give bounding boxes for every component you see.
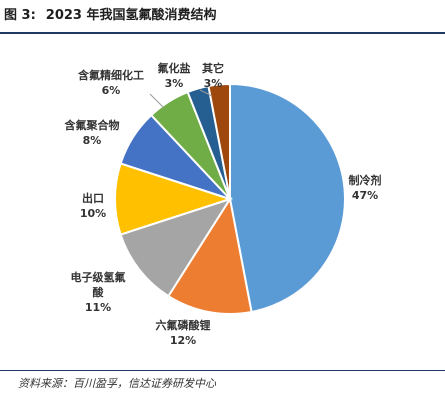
slice-labels: 制冷剂 47% 六氟磷酸锂 12% 电子级氢氟酸 11% 出口 10% 含氟聚合物 8% 含氟精细化… [64, 61, 382, 347]
pie-slice [229, 82, 346, 314]
pie-slice [207, 82, 231, 200]
slice-percent: 8% [83, 134, 102, 147]
slice-label: 含氟精细化工 6% [77, 68, 144, 97]
source-note: 资料来源：百川盈孚，信达证券研发中心 [18, 377, 216, 390]
slice-percent: 3% [165, 77, 184, 90]
slice-percent: 47% [352, 189, 378, 202]
leader-line-fluoride-salt [199, 89, 213, 97]
slice-percent: 12% [170, 334, 196, 347]
slice-label: 含氟聚合物 8% [64, 118, 120, 147]
figure-title: 图 3: 2023 年我国氢氟酸消费结构 [4, 4, 217, 28]
slice-label: 氟化盐 3% [158, 61, 191, 90]
pie-slice [119, 197, 233, 298]
slice-percent: 10% [80, 207, 106, 220]
slice-label: 其它 3% [202, 61, 224, 90]
slice-percent: 11% [85, 301, 111, 314]
pie-slice [114, 162, 234, 236]
slice-label: 电子级氢氟酸 11% [71, 270, 126, 314]
pie-chart: 制冷剂 47% 六氟磷酸锂 12% 电子级氢氟酸 11% 出口 10% 含氟聚合物 8% 含氟精细化… [64, 61, 382, 347]
slice-label: 制冷剂 47% [349, 173, 382, 202]
leader-lines [149, 89, 213, 109]
source-rule [0, 370, 445, 371]
title-rule [0, 32, 445, 34]
pie-slices [114, 82, 346, 315]
slice-percent: 3% [204, 77, 223, 90]
pie-slice [166, 196, 253, 315]
leader-line-fluoro-fine-chemicals [149, 93, 165, 109]
figure-title-text: 2023 年我国氢氟酸消费结构 [45, 8, 217, 23]
slice-label: 六氟磷酸锂 12% [156, 318, 211, 347]
slice-label: 出口 10% [80, 191, 106, 220]
slice-percent: 6% [102, 84, 121, 97]
figure-number: 图 3: [4, 8, 36, 23]
